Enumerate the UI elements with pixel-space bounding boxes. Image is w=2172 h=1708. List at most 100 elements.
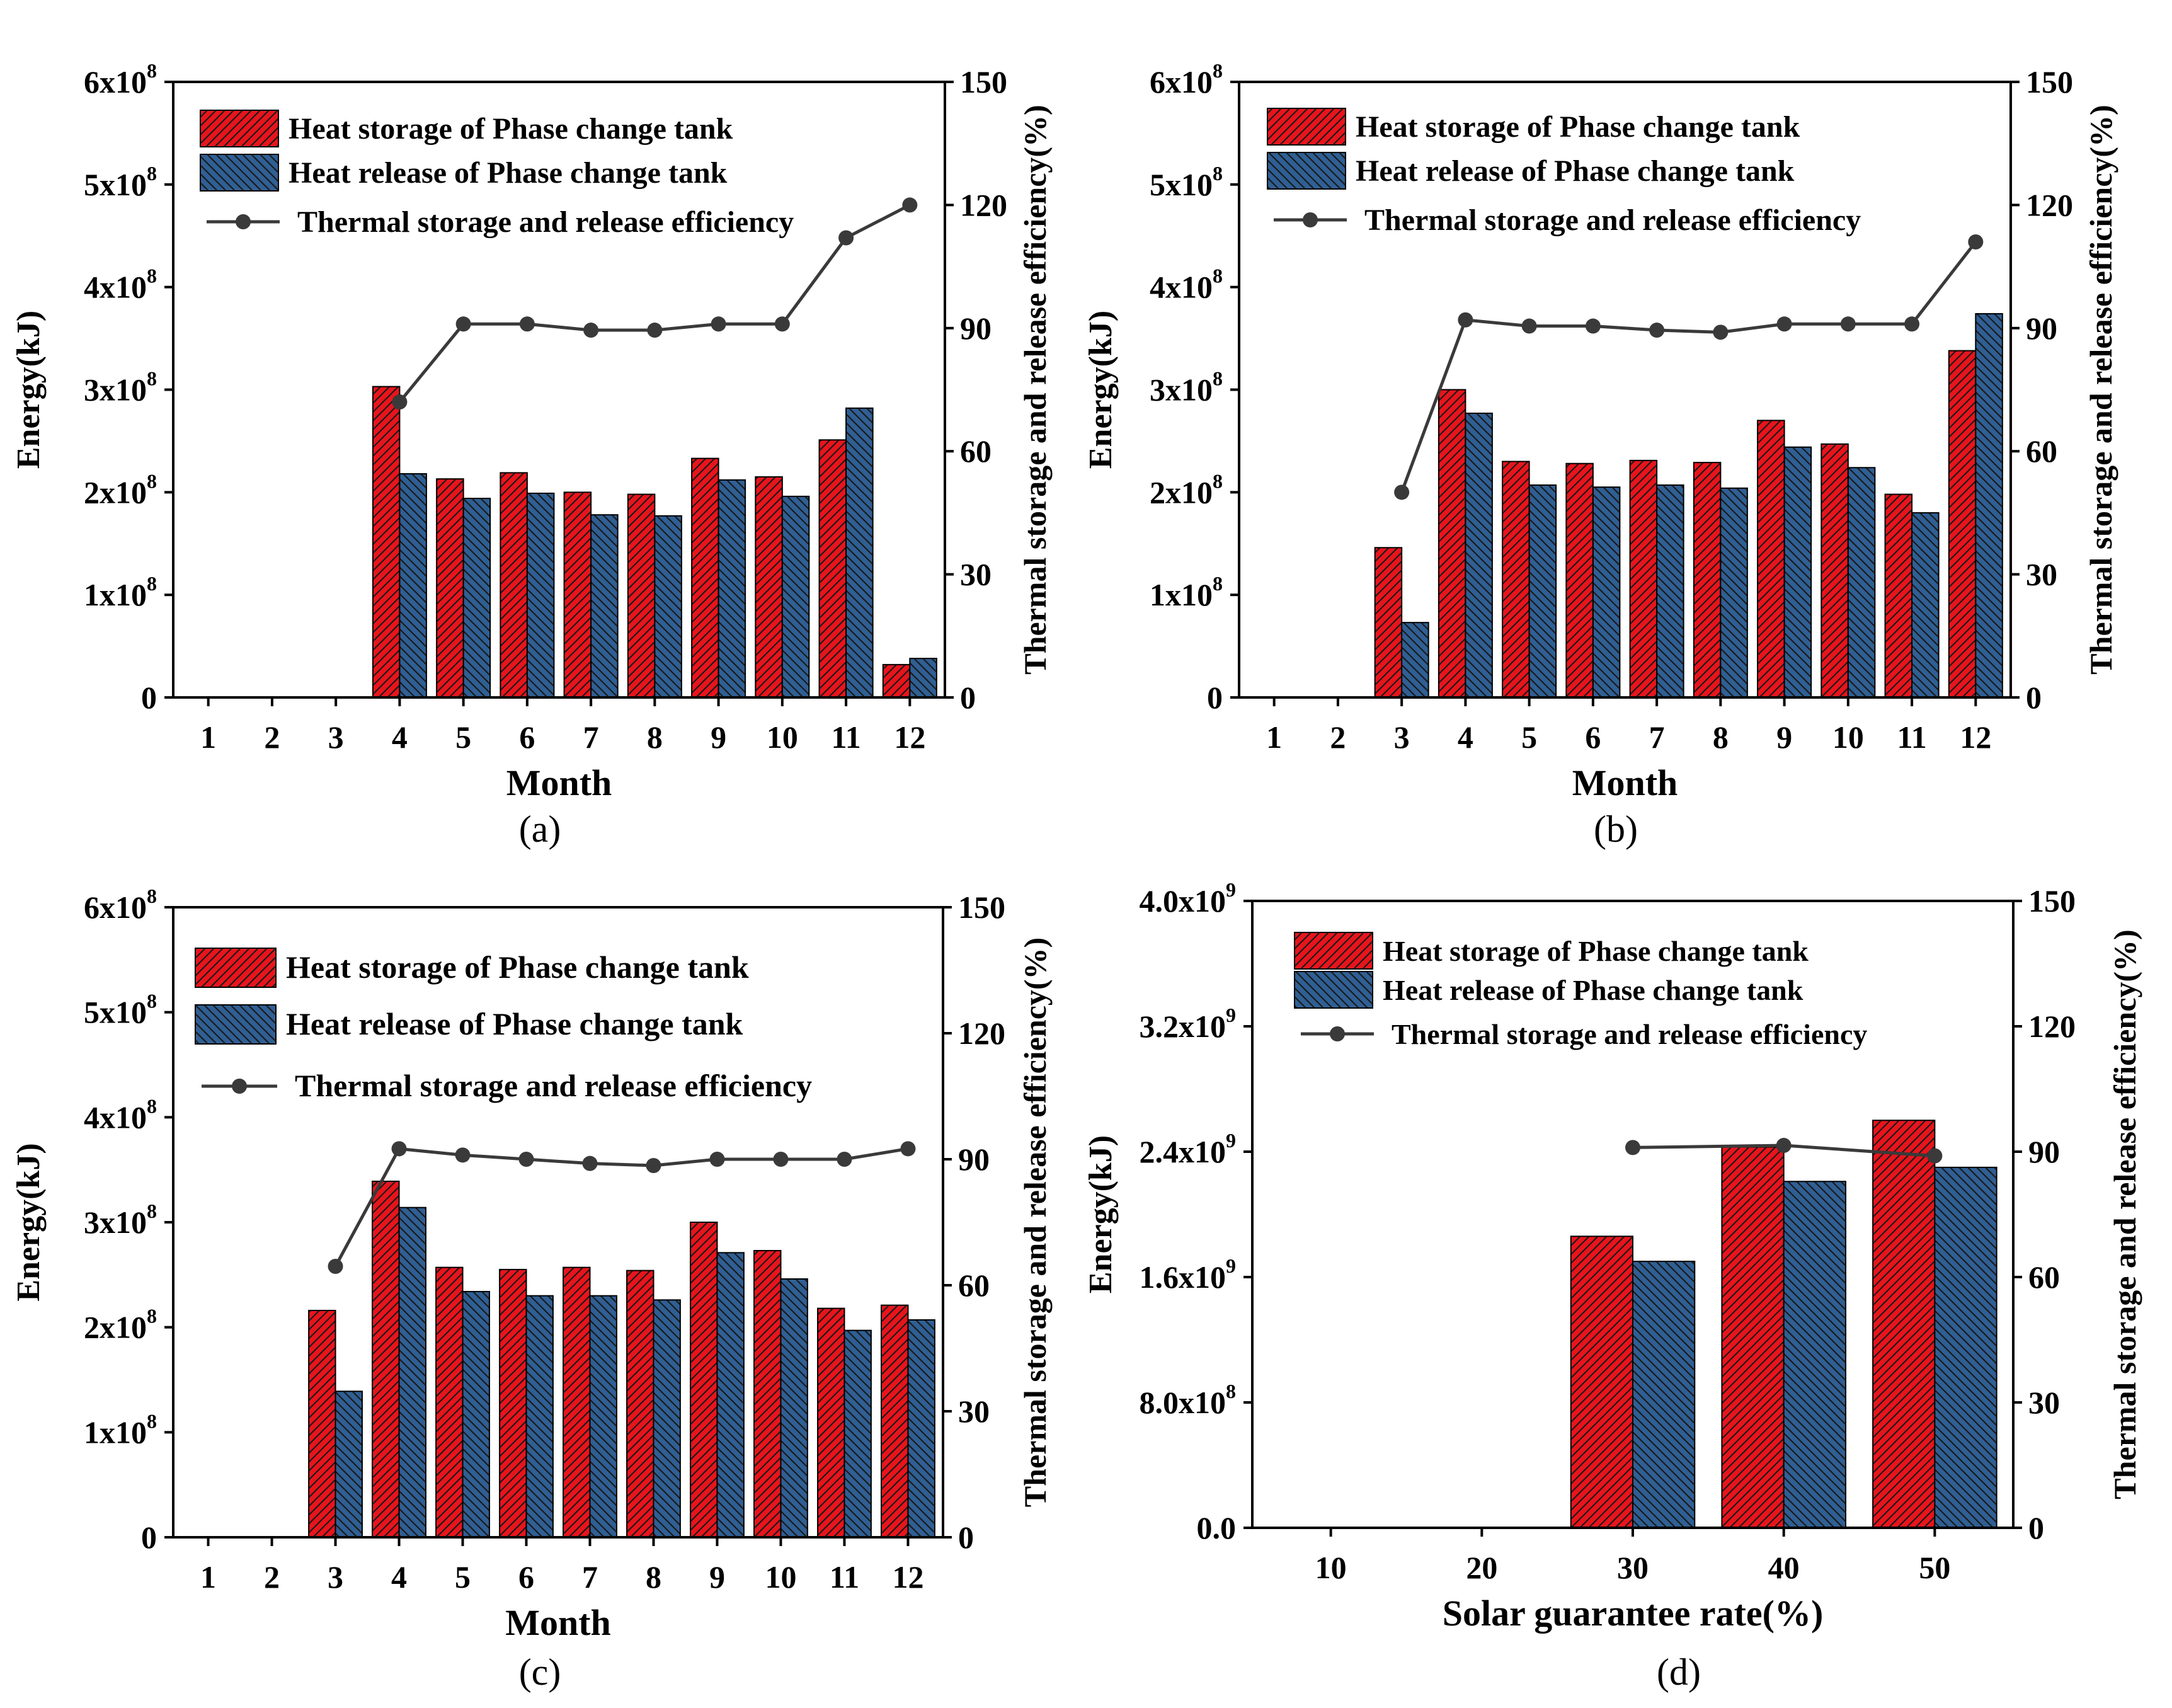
x-tick-label-c-10: 10 — [765, 1559, 796, 1595]
efficiency-point-c-6 — [518, 1152, 534, 1167]
bar-release-d-50 — [1934, 1166, 1998, 1528]
x-tick-label-d-30: 30 — [1617, 1550, 1649, 1585]
legend-swatch-storage-a — [200, 110, 279, 147]
efficiency-point-a-6 — [519, 316, 535, 332]
bar-release-c-6 — [525, 1295, 554, 1539]
subplot-a: 1 2 3 4 5 6 7 8 9 10 11 12 0 1x108 2x108 3x108 4x108 5x10… — [0, 0, 1086, 854]
y2-tick-label-a-4: 120 — [960, 187, 1007, 222]
legend-marker-a — [236, 214, 251, 229]
bar-release-b-7 — [1656, 484, 1684, 698]
bar-storage-c-8 — [626, 1270, 654, 1539]
bar-storage-b-9 — [1757, 420, 1785, 698]
bar-release-b-6 — [1592, 486, 1621, 698]
efficiency-point-a-8 — [647, 323, 663, 338]
y-axis-title-b: Energy(kJ) — [1083, 311, 1119, 469]
efficiency-point-b-7 — [1649, 323, 1665, 338]
efficiency-point-b-9 — [1776, 316, 1792, 332]
legend-c: Heat storage of Phase change tank Heat re… — [195, 948, 812, 1103]
efficiency-point-a-9 — [711, 316, 726, 332]
efficiency-point-a-11 — [838, 230, 854, 246]
bar-storage-a-6 — [500, 472, 528, 699]
efficiency-point-a-12 — [902, 197, 918, 213]
y-tick-label-a-1: 1x108 — [84, 572, 157, 612]
x-tick-label-c-5: 5 — [455, 1559, 471, 1595]
bar-storage-b-11 — [1884, 493, 1913, 699]
efficiency-line-c — [334, 1147, 908, 1268]
legend-swatch-release-d — [1294, 971, 1373, 1009]
efficiency-point-c-4 — [391, 1141, 407, 1157]
bar-storage-a-9 — [691, 457, 719, 698]
bar-storage-d-40 — [1721, 1146, 1785, 1529]
chart-c-svg: 1 2 3 4 5 6 7 8 9 10 11 1201x1082x1083x1084x1085x10… — [11, 885, 1053, 1643]
efficiency-line-b — [1400, 241, 1977, 493]
legend-a: Heat storage of Phase change tank Heat re… — [200, 110, 794, 239]
bar-storage-c-10 — [753, 1250, 782, 1538]
y2-tick-label-a-2: 60 — [960, 433, 992, 469]
bar-storage-c-7 — [563, 1266, 591, 1539]
x-tick-label-b-4: 4 — [1458, 719, 1473, 755]
y-tick-label-c-1: 1x108 — [84, 1409, 157, 1450]
x-tick-label-c-3: 3 — [328, 1559, 343, 1595]
x-axis-title-b: Month — [1572, 762, 1678, 803]
y2-tick-label-c-0: 0 — [958, 1520, 974, 1555]
y-tick-label-d-3: 2.4x109 — [1140, 1129, 1237, 1169]
legend-label-release-c: Heat release of Phase change tank — [286, 1006, 743, 1041]
y2-tick-label-b-0: 0 — [2026, 680, 2042, 715]
y-tick-label-b-1: 1x108 — [1150, 572, 1223, 612]
y-tick-label-b-2: 2x108 — [1150, 469, 1223, 510]
efficiency-point-b-6 — [1585, 318, 1601, 334]
bar-storage-d-30 — [1570, 1235, 1634, 1528]
y-tick-label-a-5: 5x108 — [84, 162, 157, 202]
legend-label-storage-b: Heat storage of Phase change tank — [1356, 110, 1800, 144]
y-axis-title-a: Energy(kJ) — [11, 311, 47, 469]
legend-swatch-storage-b — [1267, 108, 1346, 146]
bar-release-d-40 — [1783, 1181, 1846, 1528]
x-tick-label-c-8: 8 — [646, 1559, 661, 1595]
y2-tick-label-d-2: 60 — [2028, 1259, 2060, 1295]
bar-storage-c-4 — [372, 1181, 400, 1538]
y2-tick-label-d-0: 0 — [2028, 1510, 2044, 1545]
bar-storage-c-12 — [881, 1304, 909, 1539]
chart-b-svg: 1 2 3 4 5 6 7 8 9 10 11 1201x1082x1083x1084x1085x10… — [1083, 59, 2118, 803]
bar-release-a-10 — [781, 495, 810, 698]
x-tick-label-b-5: 5 — [1521, 719, 1537, 755]
y2-tick-label-a-3: 90 — [960, 311, 992, 346]
y2-tick-label-d-1: 30 — [2028, 1385, 2060, 1420]
y2-tick-label-a-1: 30 — [960, 557, 992, 592]
y-tick-label-c-3: 3x108 — [84, 1200, 157, 1240]
legend-label-release-a: Heat release of Phase change tank — [289, 156, 728, 190]
efficiency-point-b-3 — [1394, 484, 1410, 500]
y-axis-title-c: Energy(kJ) — [11, 1143, 47, 1301]
efficiency-point-c-8 — [646, 1158, 661, 1173]
y-tick-label-a-2: 2x108 — [84, 469, 157, 510]
efficiency-point-c-12 — [900, 1141, 916, 1157]
bar-storage-a-5 — [436, 478, 464, 698]
bar-release-a-8 — [654, 515, 682, 698]
y-tick-label-a-0: 0 — [141, 680, 157, 715]
x-tick-label-a-4: 4 — [392, 719, 408, 755]
x-tick-label-c-9: 9 — [709, 1559, 725, 1595]
bar-release-a-12 — [909, 658, 937, 698]
x-tick-label-c-12: 12 — [892, 1559, 923, 1595]
bar-release-c-3 — [334, 1390, 363, 1538]
y2-tick-label-d-4: 120 — [2028, 1009, 2076, 1044]
legend-d: Heat storage of Phase change tank Heat re… — [1294, 932, 1867, 1050]
bar-storage-c-6 — [499, 1269, 527, 1538]
bar-release-b-8 — [1720, 487, 1748, 698]
x-tick-label-b-10: 10 — [1832, 719, 1864, 755]
efficiency-point-a-7 — [583, 323, 599, 338]
y-tick-label-b-6: 6x108 — [1150, 59, 1223, 100]
bar-release-c-9 — [716, 1252, 745, 1538]
x-tick-label-b-11: 11 — [1897, 719, 1926, 755]
efficiency-point-b-11 — [1904, 316, 1920, 332]
bar-release-b-9 — [1783, 446, 1812, 698]
x-tick-label-b-12: 12 — [1960, 719, 1991, 755]
bar-storage-c-5 — [435, 1266, 464, 1539]
y2-tick-label-d-5: 150 — [2028, 883, 2076, 919]
bar-storage-b-5 — [1502, 461, 1530, 698]
y2-tick-label-c-5: 150 — [958, 890, 1005, 925]
y-tick-label-d-2: 1.6x109 — [1140, 1254, 1237, 1295]
y-tick-label-c-4: 4x108 — [84, 1094, 157, 1135]
x-tick-label-b-2: 2 — [1330, 719, 1346, 755]
